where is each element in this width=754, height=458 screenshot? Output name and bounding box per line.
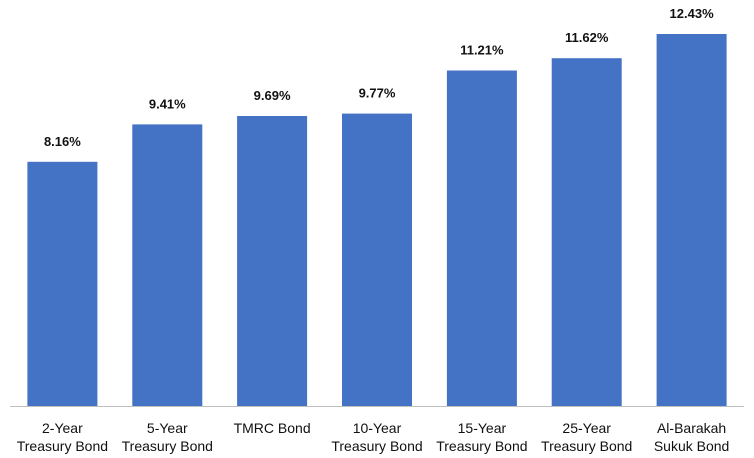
x-tick-label-4: 15-Year Treasury Bond — [436, 420, 527, 454]
x-tick-label-line: Treasury Bond — [436, 438, 527, 454]
x-tick-label-line: TMRC Bond — [234, 420, 311, 436]
bars-layer — [27, 34, 727, 407]
data-label-2: 9.69% — [254, 88, 291, 103]
x-tick-label-0: 2-Year Treasury Bond — [17, 420, 108, 454]
x-tick-label-line: Al-Barakah — [657, 420, 726, 436]
bar-5 — [551, 58, 622, 406]
data-label-1: 9.41% — [149, 96, 186, 111]
bar-4 — [446, 70, 517, 406]
bar-1 — [132, 124, 203, 407]
x-tick-label-3: 10-Year Treasury Bond — [331, 420, 422, 454]
x-tick-label-1: 5-Year Treasury Bond — [122, 420, 213, 454]
x-tick-label-line: 10-Year — [353, 420, 402, 436]
bar-3 — [342, 113, 412, 406]
x-tick-label-line: 2-Year — [42, 420, 83, 436]
x-tick-label-6: Al-Barakah Sukuk Bond — [654, 420, 730, 454]
x-tick-label-line: Treasury Bond — [331, 438, 422, 454]
data-label-6: 12.43% — [670, 6, 715, 21]
data-label-4: 11.21% — [460, 43, 504, 58]
x-tick-label-line: 5-Year — [147, 420, 188, 436]
data-label-3: 9.77% — [359, 86, 396, 101]
x-tick-label-line: Treasury Bond — [17, 438, 108, 454]
x-tick-label-line: 15-Year — [458, 420, 507, 436]
data-label-5: 11.62% — [565, 30, 609, 45]
x-tick-labels-layer: 2-Year Treasury Bond 5-Year Treasury Bond TM… — [17, 420, 730, 454]
x-tick-label-2: TMRC Bond — [234, 420, 311, 436]
x-tick-label-line: Treasury Bond — [122, 438, 213, 454]
bar-6 — [656, 34, 727, 406]
data-labels-layer: 8.16% 9.41% 9.69% 9.77% 11.21% 11.62% 12.43% — [44, 6, 714, 149]
bar-0 — [27, 161, 98, 406]
x-tick-label-line: Treasury Bond — [541, 438, 632, 454]
x-tick-label-line: Sukuk Bond — [654, 438, 730, 454]
x-tick-label-line: 25-Year — [562, 420, 611, 436]
data-label-0: 8.16% — [44, 134, 81, 149]
bar-2 — [237, 116, 308, 406]
x-tick-label-5: 25-Year Treasury Bond — [541, 420, 632, 454]
